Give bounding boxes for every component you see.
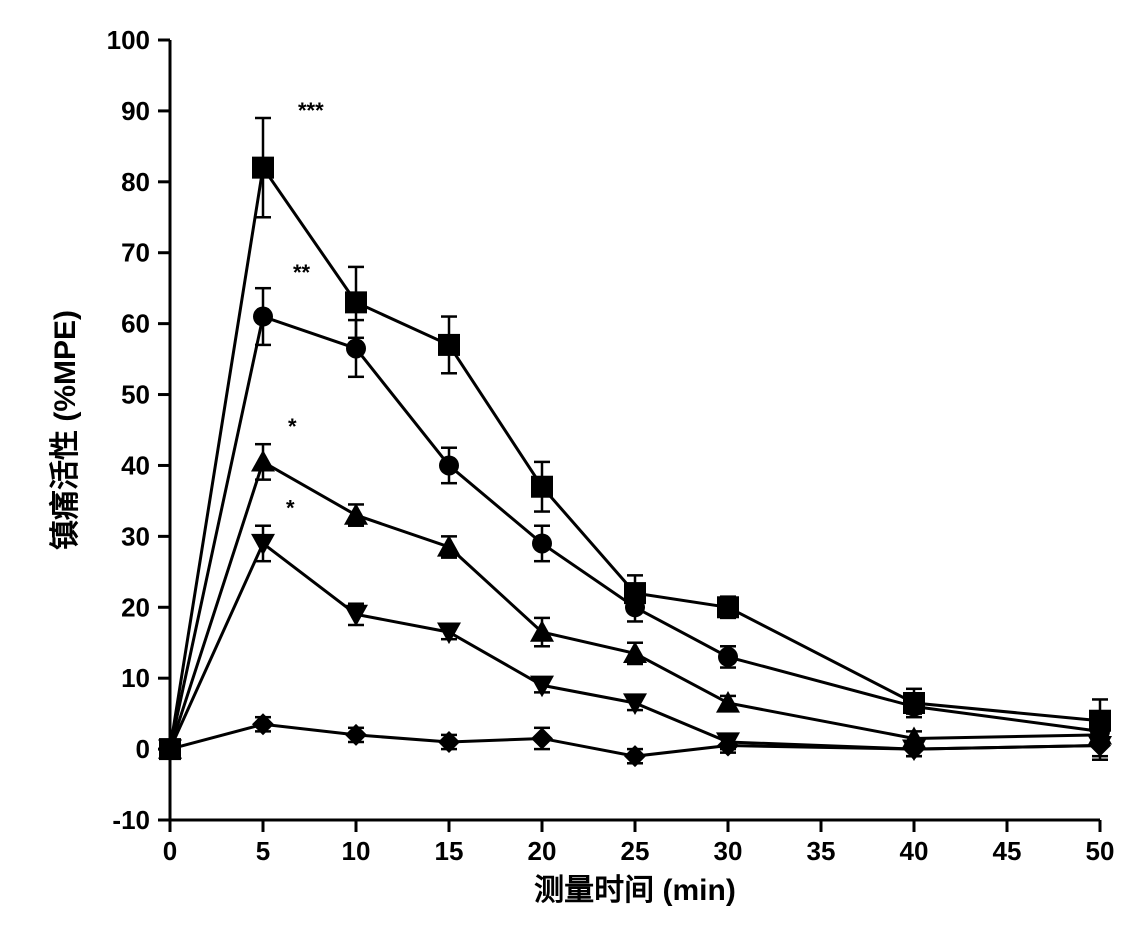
x-tick-label: 10 <box>342 836 371 866</box>
series-line <box>170 317 1100 750</box>
y-tick-label: 80 <box>121 167 150 197</box>
x-tick-label: 30 <box>714 836 743 866</box>
significance-marker: * <box>286 496 295 521</box>
significance-marker: * <box>288 414 297 439</box>
data-lines <box>170 168 1100 757</box>
chart-container: -10 0 10 20 30 40 50 60 70 80 90 100 0 5 10 15 20 25 30 35 4… <box>20 20 1117 911</box>
x-tick-label: 50 <box>1086 836 1115 866</box>
significance-labels: ******* <box>286 98 324 521</box>
y-tick-label: -10 <box>112 805 150 835</box>
x-tick-label: 25 <box>621 836 650 866</box>
significance-marker: *** <box>298 98 324 123</box>
x-tick-label: 0 <box>163 836 177 866</box>
significance-marker: ** <box>293 260 311 285</box>
error-bars <box>255 118 1108 763</box>
x-tick-label: 35 <box>807 836 836 866</box>
y-tick-label: 50 <box>121 380 150 410</box>
x-tick-label: 15 <box>435 836 464 866</box>
x-tick-label: 40 <box>900 836 929 866</box>
y-tick-label: 100 <box>107 25 150 55</box>
markers <box>158 157 1112 768</box>
y-axis-label: 镇痛活性 (%MPE) <box>49 310 82 550</box>
y-tick-label: 30 <box>121 521 150 551</box>
y-tick-label: 0 <box>136 734 150 764</box>
y-tick-label: 40 <box>121 450 150 480</box>
line-chart: -10 0 10 20 30 40 50 60 70 80 90 100 0 5 10 15 20 25 30 35 4… <box>20 20 1117 911</box>
x-tick-label: 20 <box>528 836 557 866</box>
y-tick-label: 60 <box>121 309 150 339</box>
x-tick-label: 5 <box>256 836 270 866</box>
y-tick-label: 10 <box>121 663 150 693</box>
y-tick-label: 20 <box>121 592 150 622</box>
x-axis-label: 测量时间 (min) <box>534 874 736 907</box>
x-tick-label: 45 <box>993 836 1022 866</box>
y-tick-label: 70 <box>121 238 150 268</box>
y-tick-label: 90 <box>121 96 150 126</box>
